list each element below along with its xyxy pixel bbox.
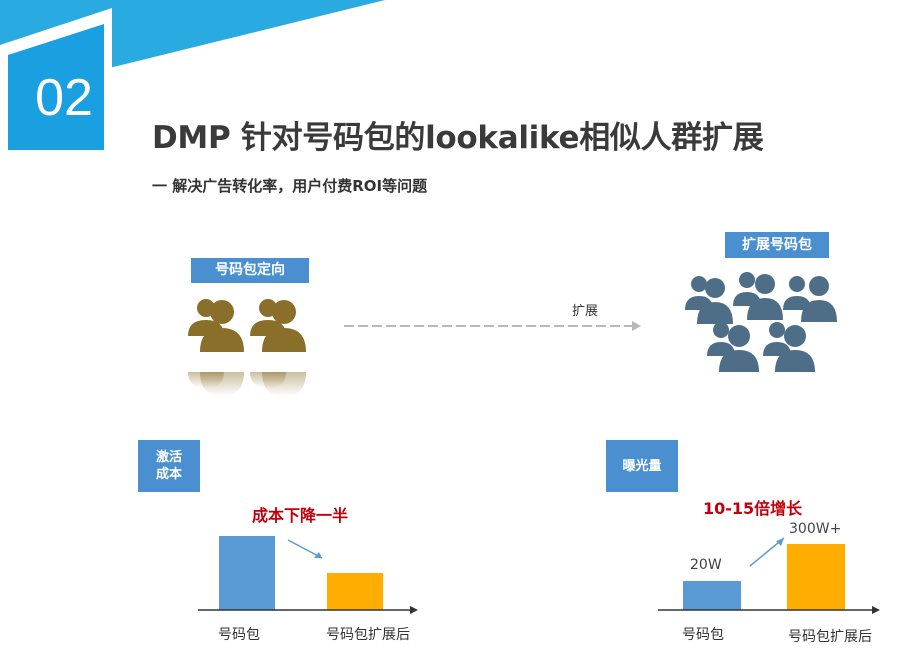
page-title: DMP 针对号码包的lookalike相似人群扩展 [152,120,764,156]
exposure-side-label: 曝光量 [606,440,678,492]
expand-label: 扩展 [572,304,599,319]
exposure-bar-before [683,581,741,610]
corner-decoration [0,0,385,160]
cost-bar-after [327,573,383,610]
exposure-category-2: 号码包扩展后 [788,629,872,645]
expanded-label: 扩展号码包 [725,232,829,258]
people-group-icon [188,299,306,396]
cost-bar-chart [198,536,418,614]
targeting-label: 号码包定向 [191,258,309,283]
exposure-value-1: 20W [690,557,722,573]
cost-headline: 成本下降一半 [252,506,349,525]
exposure-category-1: 号码包 [682,627,724,643]
people-crowd-icon [685,272,837,372]
exposure-bar-after [787,544,845,610]
page-subtitle: 一 解决广告转化率，用户付费ROI等问题 [152,177,428,195]
cost-trend-arrow [287,539,323,559]
cost-category-2: 号码包扩展后 [326,627,410,643]
exposure-bar-chart [658,537,880,614]
cost-category-1: 号码包 [218,627,260,643]
cost-side-label-line2: 成本 [155,467,182,482]
cost-side-label-line1: 激活 [155,450,182,465]
cost-side-label: 激活 成本 [138,440,200,492]
cost-bar-before [219,536,275,610]
exposure-value-2: 300W+ [789,521,842,537]
slide-number: 02 [35,69,93,127]
expand-arrow [344,321,641,331]
exposure-headline: 10-15倍增长 [703,499,803,518]
